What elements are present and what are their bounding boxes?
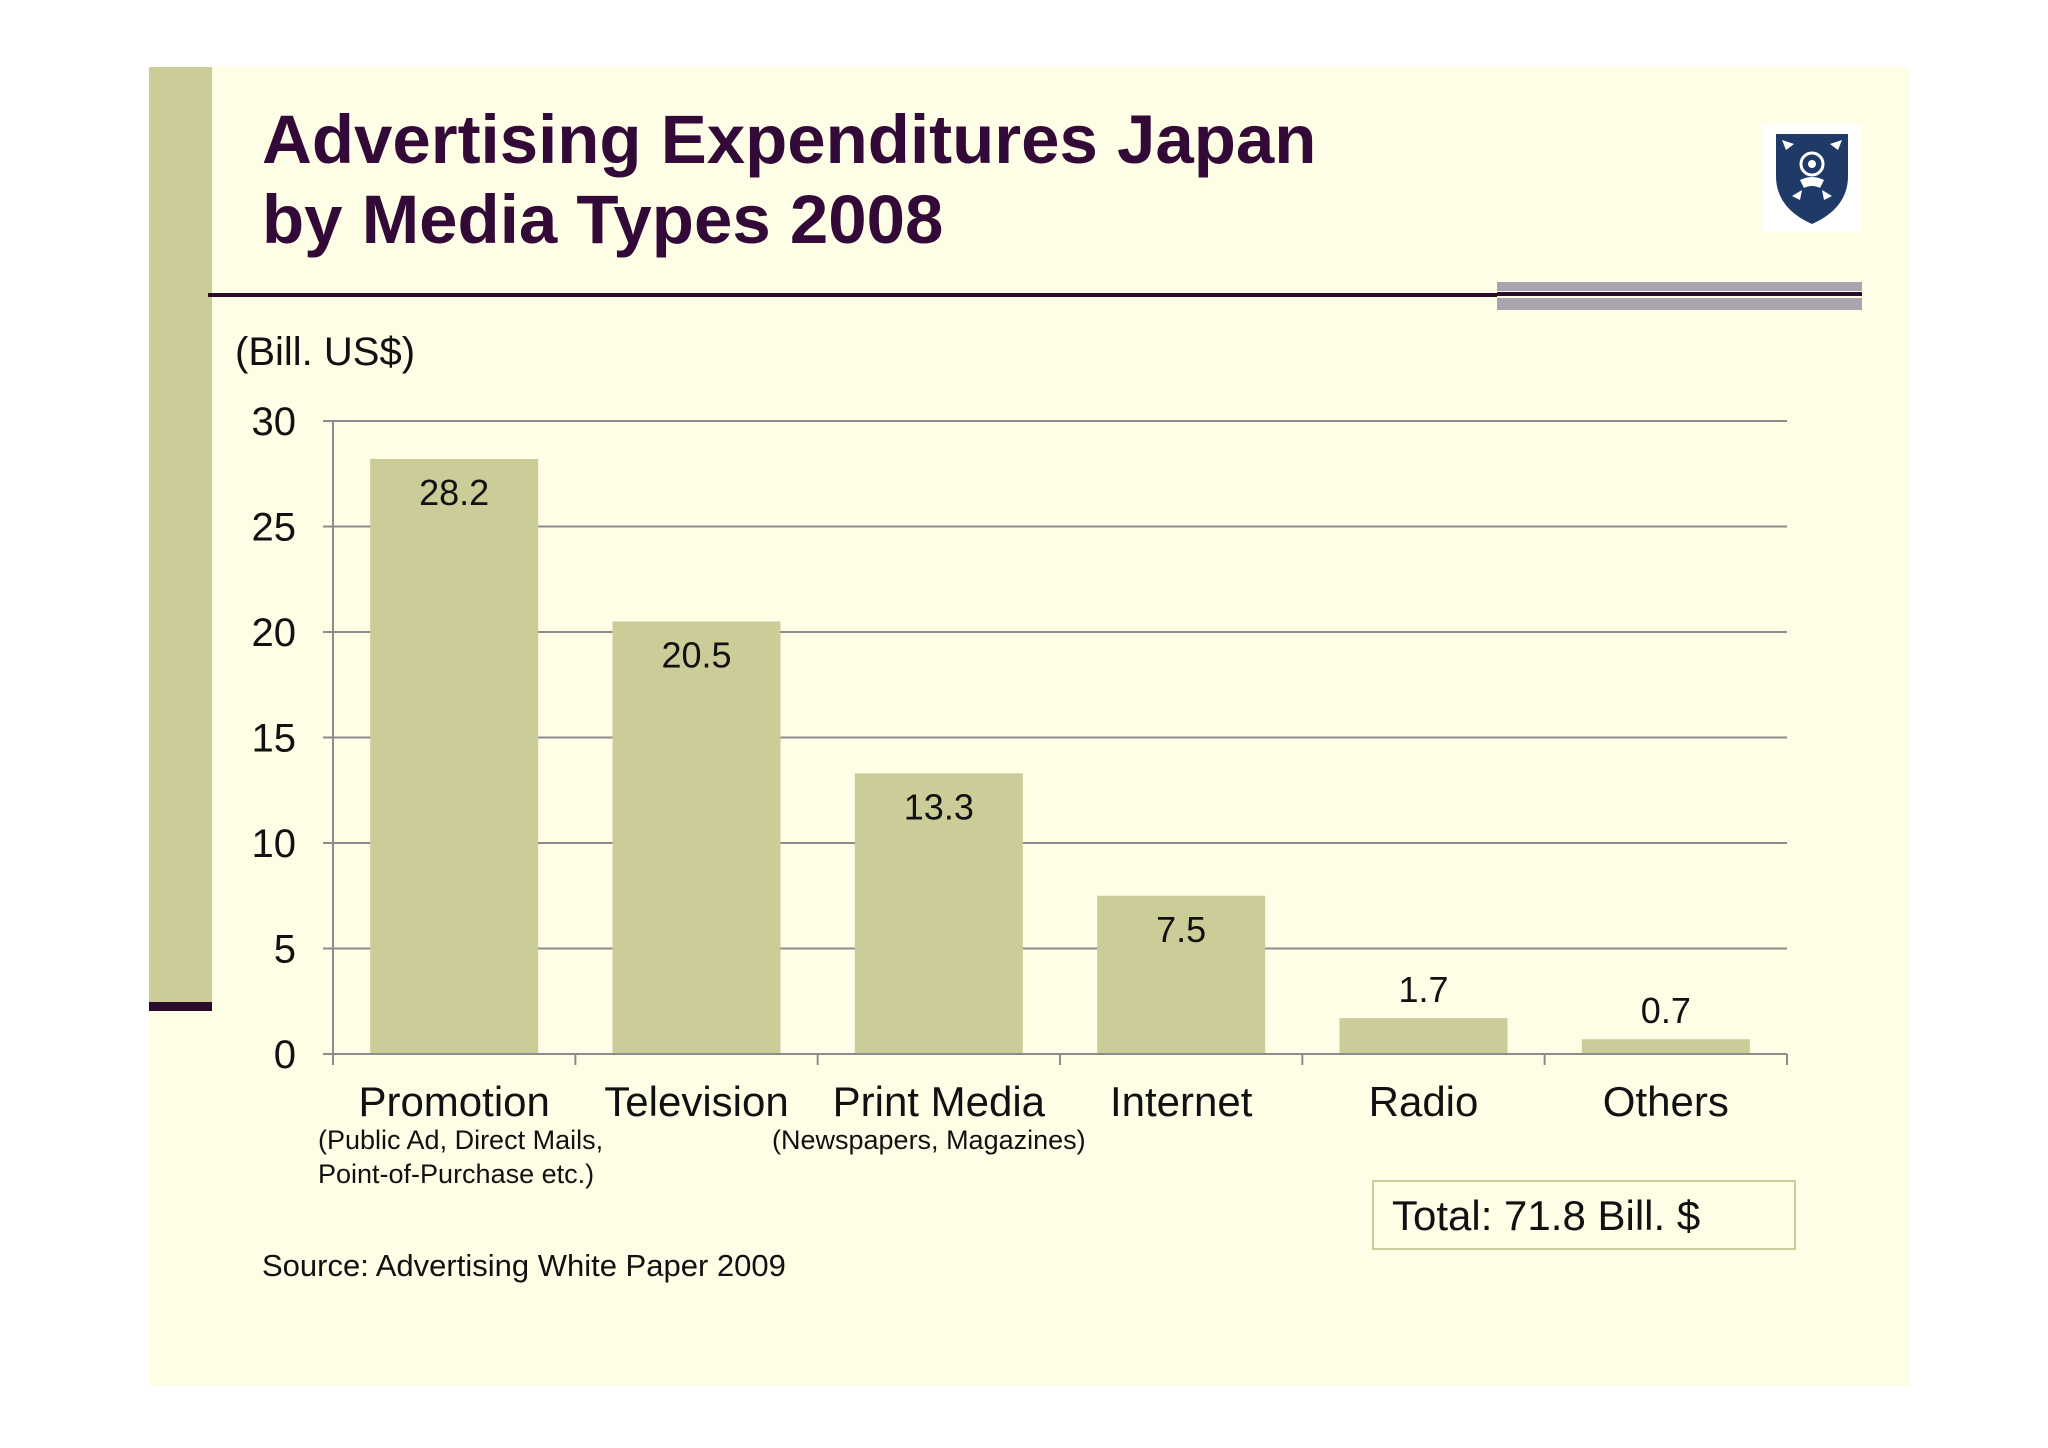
data-label: 13.3 bbox=[904, 786, 974, 827]
bar bbox=[854, 773, 1023, 1054]
title-line-1: Advertising Expenditures Japan bbox=[262, 101, 1317, 178]
labels: 0 5 10 15 20 25 30 28.2 Promotion 20.5 Television 1… bbox=[252, 400, 1729, 1125]
title-divider-accent bbox=[1497, 282, 1862, 310]
x-category-label: Others bbox=[1603, 1078, 1729, 1125]
bar bbox=[370, 458, 539, 1055]
promotion-note-line-1: (Public Ad, Direct Mails, bbox=[318, 1125, 604, 1155]
y-axis-unit-label: (Bill. US$) bbox=[235, 330, 416, 374]
print-media-note: (Newspapers, Magazines) bbox=[772, 1125, 1086, 1155]
data-label: 7.5 bbox=[1156, 909, 1206, 950]
y-tick-label: 10 bbox=[252, 822, 297, 866]
x-category-label: Print Media bbox=[833, 1078, 1046, 1125]
data-label: 0.7 bbox=[1641, 990, 1691, 1031]
bar bbox=[1581, 1039, 1750, 1054]
y-tick-label: 15 bbox=[252, 717, 297, 761]
bar bbox=[1097, 895, 1266, 1054]
title-line-2: by Media Types 2008 bbox=[262, 181, 944, 258]
x-category-label: Internet bbox=[1110, 1078, 1253, 1125]
left-accent-bar bbox=[149, 67, 212, 1007]
left-accent-tick bbox=[149, 1002, 212, 1011]
data-label: 28.2 bbox=[419, 472, 489, 513]
page-title: Advertising Expenditures Japan by Media … bbox=[262, 100, 1316, 260]
shield-crest-icon bbox=[1776, 134, 1848, 224]
bar bbox=[612, 621, 781, 1054]
promotion-note-line-2: Point-of-Purchase etc.) bbox=[318, 1159, 595, 1189]
x-category-label: Promotion bbox=[358, 1078, 549, 1125]
x-category-label: Radio bbox=[1369, 1078, 1479, 1125]
y-tick-label: 0 bbox=[274, 1033, 296, 1077]
total-text: Total: 71.8 Bill. $ bbox=[1392, 1192, 1701, 1239]
y-tick-label: 25 bbox=[252, 506, 297, 550]
data-label: 20.5 bbox=[661, 634, 731, 675]
axes bbox=[323, 420, 1788, 1065]
data-label: 1.7 bbox=[1398, 969, 1448, 1010]
title-divider bbox=[208, 293, 1862, 297]
total-box: Total: 71.8 Bill. $ bbox=[1372, 1180, 1796, 1250]
bars bbox=[370, 458, 1750, 1055]
x-category-label: Television bbox=[604, 1078, 788, 1125]
bar bbox=[1339, 1018, 1508, 1054]
y-tick-label: 20 bbox=[252, 611, 297, 655]
gridlines bbox=[333, 420, 1787, 950]
y-tick-label: 30 bbox=[252, 400, 297, 444]
y-tick-label: 5 bbox=[274, 928, 296, 972]
source-note: Source: Advertising White Paper 2009 bbox=[262, 1248, 786, 1283]
logo bbox=[1762, 124, 1862, 232]
